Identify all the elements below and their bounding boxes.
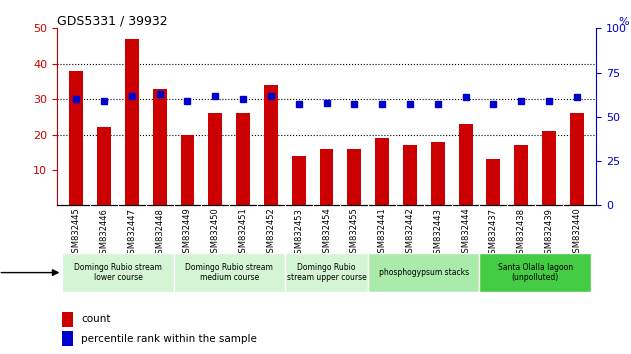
Bar <box>180 135 194 205</box>
Text: GSM832442: GSM832442 <box>406 208 415 258</box>
Text: GSM832451: GSM832451 <box>239 208 247 258</box>
Text: GSM832440: GSM832440 <box>572 208 581 258</box>
Bar <box>369 253 480 292</box>
Bar <box>459 124 473 205</box>
Text: GSM832443: GSM832443 <box>433 208 442 258</box>
Bar <box>403 145 417 205</box>
Bar <box>570 113 584 205</box>
Bar <box>480 253 591 292</box>
Text: Domingo Rubio stream
lower course: Domingo Rubio stream lower course <box>74 263 162 282</box>
Bar <box>69 71 83 205</box>
Bar <box>285 253 369 292</box>
Bar <box>62 331 73 346</box>
Text: GSM832453: GSM832453 <box>294 208 304 258</box>
Text: GSM832437: GSM832437 <box>489 208 498 259</box>
Bar <box>514 145 528 205</box>
Text: Santa Olalla lagoon
(unpolluted): Santa Olalla lagoon (unpolluted) <box>498 263 573 282</box>
Text: percentile rank within the sample: percentile rank within the sample <box>81 333 257 344</box>
Text: %: % <box>618 17 628 27</box>
Text: GSM832455: GSM832455 <box>350 208 359 258</box>
Text: GSM832447: GSM832447 <box>127 208 136 258</box>
Text: GSM832441: GSM832441 <box>378 208 387 258</box>
Text: GSM832449: GSM832449 <box>183 208 192 258</box>
Bar <box>236 113 250 205</box>
Bar <box>264 85 278 205</box>
Text: Domingo Rubio stream
medium course: Domingo Rubio stream medium course <box>186 263 273 282</box>
Bar <box>348 149 362 205</box>
Text: GSM832448: GSM832448 <box>155 208 164 258</box>
Text: count: count <box>81 314 110 325</box>
Text: GDS5331 / 39932: GDS5331 / 39932 <box>57 14 167 27</box>
Bar <box>97 127 111 205</box>
Text: Domingo Rubio
stream upper course: Domingo Rubio stream upper course <box>286 263 367 282</box>
Bar <box>208 113 222 205</box>
Bar <box>174 253 285 292</box>
Text: GSM832439: GSM832439 <box>545 208 553 258</box>
Bar <box>375 138 389 205</box>
Bar <box>319 149 334 205</box>
Bar <box>292 156 305 205</box>
Text: phosphogypsum stacks: phosphogypsum stacks <box>379 268 469 277</box>
Text: GSM832454: GSM832454 <box>322 208 331 258</box>
Text: GSM832450: GSM832450 <box>211 208 220 258</box>
Text: GSM832452: GSM832452 <box>266 208 275 258</box>
Bar <box>542 131 556 205</box>
Bar <box>62 312 73 327</box>
Bar <box>62 253 174 292</box>
Bar <box>153 88 167 205</box>
Text: GSM832445: GSM832445 <box>72 208 81 258</box>
Bar <box>125 39 139 205</box>
Bar <box>431 142 445 205</box>
Text: GSM832446: GSM832446 <box>100 208 109 258</box>
Bar <box>487 159 500 205</box>
Text: GSM832438: GSM832438 <box>517 208 526 259</box>
Text: GSM832444: GSM832444 <box>461 208 470 258</box>
